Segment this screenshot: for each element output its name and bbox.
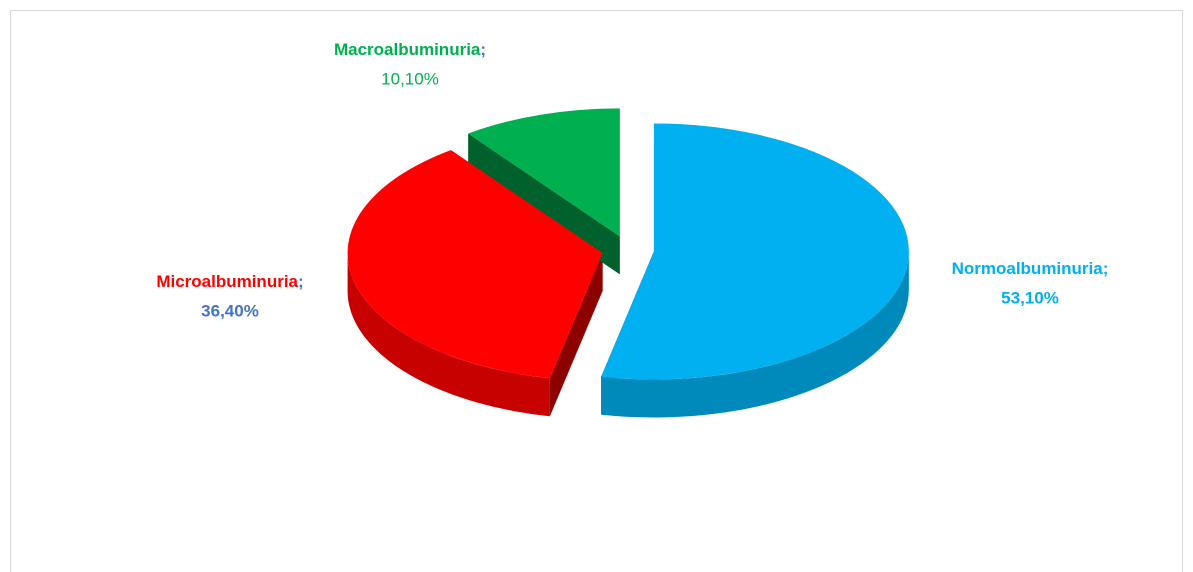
data-label-value: 36,40% (201, 301, 259, 320)
data-label-name: Normoalbuminuria; (952, 259, 1109, 278)
pie-slice (601, 123, 909, 380)
data-label-value: 53,10% (1001, 288, 1059, 307)
data-label-name: Microalbuminuria; (156, 272, 303, 291)
pie-tops (347, 108, 909, 380)
category-name: Microalbuminuria (156, 272, 298, 291)
data-label-value: 10,10% (381, 69, 439, 88)
label-separator: ; (298, 272, 304, 291)
slice-side (601, 251, 909, 418)
category-name: Normoalbuminuria (952, 259, 1104, 278)
label-separator: ; (1103, 259, 1109, 278)
category-name: Macroalbuminuria (334, 40, 481, 59)
pie-slice (468, 108, 620, 237)
pie-slice (347, 150, 603, 379)
data-labels: Normoalbuminuria; 53,10% Microalbuminuria;… (156, 40, 1108, 320)
label-separator: ; (480, 40, 486, 59)
slice-cut-face (549, 253, 603, 417)
data-label-name: Macroalbuminuria; (334, 40, 486, 59)
slice-side (347, 253, 550, 417)
